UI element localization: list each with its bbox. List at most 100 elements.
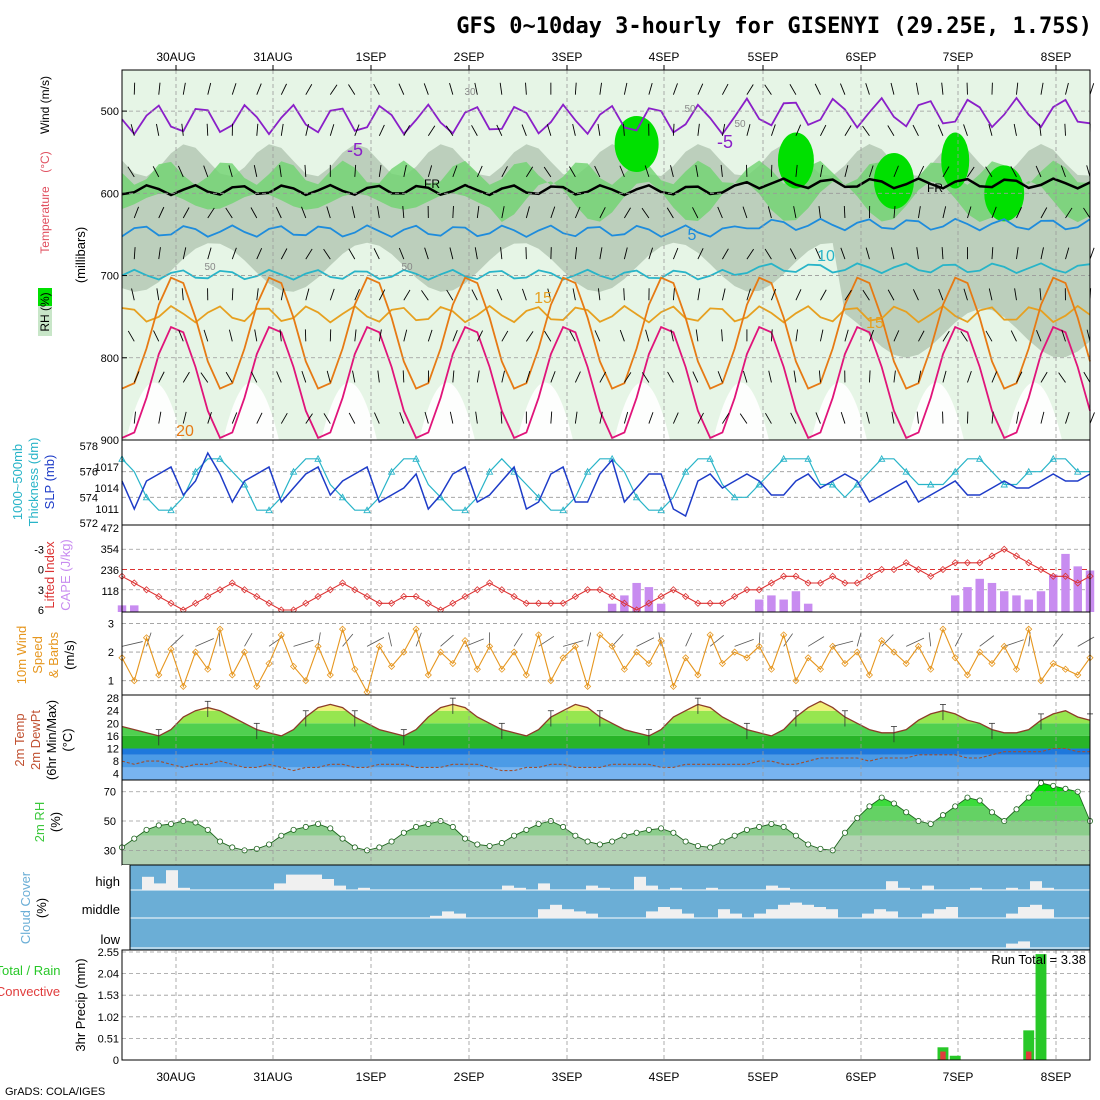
wind-barb [326,370,331,383]
wind-barb [496,289,503,301]
wind-barb [840,412,846,424]
wind-barb [648,247,654,260]
thickness-point [828,480,837,488]
cloud-bar-high [706,887,718,890]
thickness-point [730,493,739,501]
lifted-index-point [142,586,151,594]
wind-barb [819,164,823,177]
legend-temp-unit: (°C) [38,151,52,172]
thickness-point [706,454,714,462]
wind-barb [764,84,772,95]
wind-barb [795,289,802,301]
cloud-bar-middle [862,913,874,918]
wind-barb [378,124,385,136]
wind10-point [486,642,494,650]
lifted-index-point [571,592,579,601]
wind-barb [1065,207,1073,219]
isotherm-15 [121,304,1091,324]
thickness-point [363,506,371,514]
wind-barb [329,124,335,136]
cloud-bar-high [970,887,982,890]
y-tick-rh: 50 [104,816,116,828]
wind10-point [718,659,726,668]
cloud-bar-middle [802,904,814,918]
wind-barb [941,247,944,260]
wind-barb [893,206,896,219]
wind10-barb [244,632,253,647]
rh-point [462,835,469,842]
thickness-point [951,467,959,475]
rh-point [841,829,848,836]
wind-barb [158,82,161,95]
wind-barb [374,412,380,424]
wind-barb [373,83,380,95]
rh-dry-lobe [713,382,769,440]
cloud-bar-high [646,885,658,890]
thickness-point [559,506,567,514]
wind-barb [789,84,797,95]
thickness-point [975,454,984,462]
wind-barb [1065,82,1069,95]
legend-temperature: Temperature [38,186,52,254]
lifted-index-point [1049,572,1057,580]
wind10-point [1000,642,1008,650]
cloud-bar-middle [730,913,742,918]
wind-barb [182,371,190,383]
wind-barb [153,330,160,342]
wind-barb [427,329,433,342]
wind10-point [645,659,653,668]
cloud-bar-high [598,887,610,890]
wind-barb [844,125,852,137]
wind-barb [424,411,429,424]
wind10-barb [881,634,894,647]
wind-barb [893,330,900,342]
wind-barb [893,370,896,383]
wind-barb [818,206,821,219]
wind-barb [1039,288,1042,301]
wind-barb [574,247,578,260]
panel-lifted-index-cape-bg [122,525,1090,612]
wind-barb [941,82,944,95]
wind-barb [207,82,212,95]
wind-barb [250,371,258,383]
wind-barb [862,289,870,301]
wind-barb [304,164,307,177]
wind10-point [596,631,604,639]
rh-dry-lobe [908,382,964,440]
wind10-barb [121,641,143,647]
wind-barb [795,329,799,342]
rh-point [964,794,971,801]
temp-line [121,700,1091,737]
wind-barb [672,288,675,301]
lifted-index-point [388,599,396,607]
wind10-barb [218,632,221,647]
legend-total-rain: Total / Rain [0,963,61,978]
lifted-index-point [608,592,616,601]
wind-barb [717,206,723,219]
wind-barb [1086,165,1091,178]
wind10-barb [342,633,354,647]
wind-barb [1040,247,1044,260]
rh-high-blob [873,153,914,209]
rh-point [400,829,407,836]
lifted-index-point [363,592,371,601]
thickness-point [755,480,763,488]
y-tick-rh: 30 [104,845,116,857]
isotherm-25 [121,325,1091,440]
wind-barb [225,207,233,219]
wind-barb [795,124,802,136]
rh-point [388,838,395,845]
wind-barb [672,83,678,95]
rh-point [229,844,236,851]
lifted-index-point [191,599,200,607]
panel-legend: CAPE (J/kg) [58,539,73,611]
wind-barb [815,247,821,260]
lifted-index-point [302,599,310,607]
wind-barb [326,206,331,219]
thickness-point [1024,467,1033,475]
rh-point [756,823,763,830]
thickness-point [216,454,224,462]
wind10-barb [954,632,963,647]
rh-grey-band [122,144,1090,358]
temp-band [122,735,1090,749]
